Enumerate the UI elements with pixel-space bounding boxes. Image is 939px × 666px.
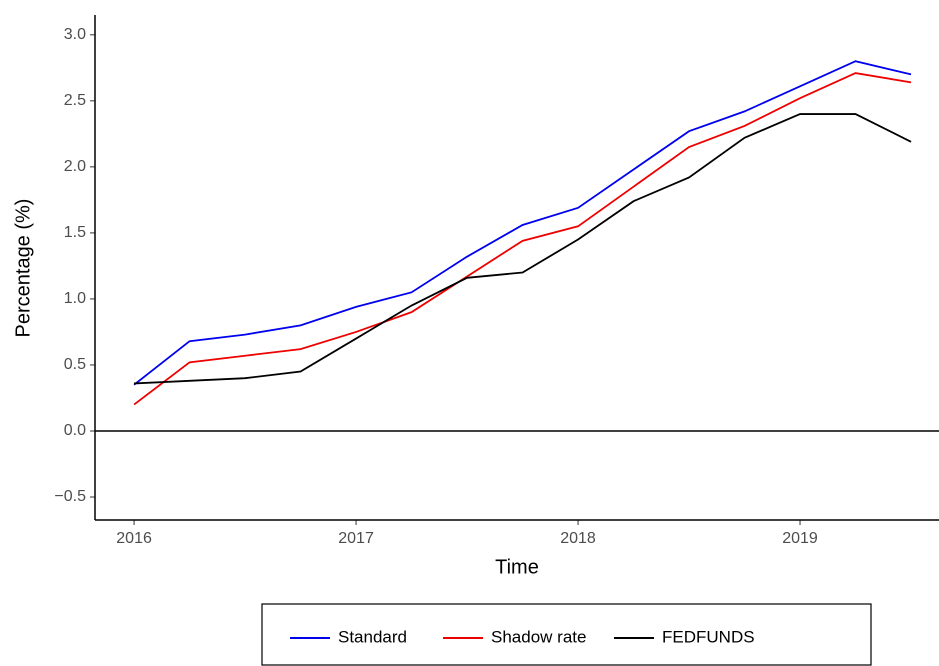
legend-label: Shadow rate — [491, 627, 586, 646]
legend-label: FEDFUNDS — [662, 627, 755, 646]
y-tick-label: −0.5 — [54, 488, 86, 505]
x-tick-label: 2018 — [560, 530, 596, 547]
y-tick-label: 0.5 — [64, 356, 86, 373]
series-line — [134, 113, 912, 385]
x-axis-title: Time — [495, 556, 539, 578]
series-line — [133, 60, 912, 386]
y-tick-label: 2.0 — [64, 158, 86, 175]
legend-box — [261, 603, 872, 666]
series-line — [133, 72, 912, 406]
y-tick-label: 1.5 — [64, 224, 86, 241]
y-tick-label: 0.0 — [64, 422, 86, 439]
y-tick-label: 3.0 — [64, 26, 86, 43]
y-tick-label: 2.5 — [64, 92, 86, 109]
y-tick-label: 1.0 — [64, 290, 86, 307]
x-tick-label: 2019 — [782, 530, 818, 547]
y-axis-title: Percentage (%) — [12, 199, 34, 338]
x-tick-label: 2016 — [116, 530, 152, 547]
legend-label: Standard — [338, 627, 407, 646]
x-tick-label: 2017 — [338, 530, 374, 547]
